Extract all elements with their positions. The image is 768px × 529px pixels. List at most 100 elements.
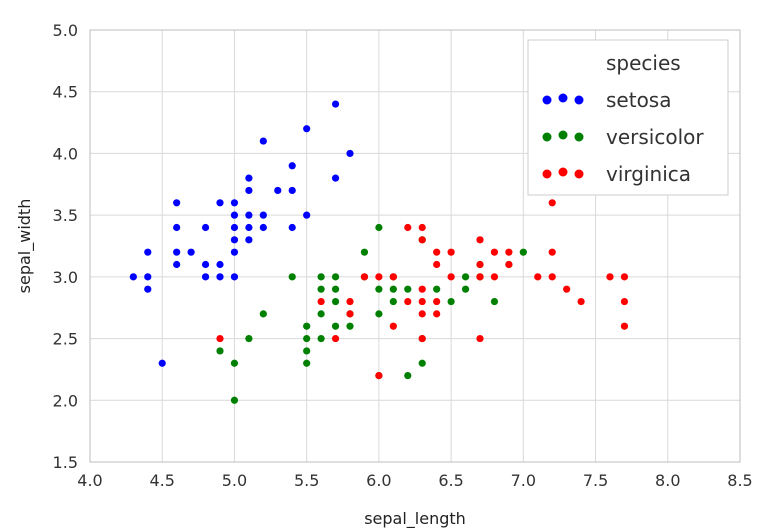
versicolor-point (447, 297, 455, 306)
versicolor-point (216, 347, 224, 355)
setosa-point (245, 236, 253, 244)
setosa-point (173, 199, 181, 207)
virginica-point (447, 273, 455, 281)
virginica-point (331, 334, 340, 343)
setosa-point (201, 223, 210, 232)
data-points (129, 100, 629, 404)
versicolor-point (303, 334, 311, 343)
setosa-point (245, 223, 253, 232)
virginica-point (620, 297, 629, 306)
versicolor-point (331, 285, 340, 293)
virginica-point (505, 248, 513, 256)
legend-marker (558, 130, 568, 140)
setosa-point (259, 211, 267, 219)
plot-area-frame (89, 29, 741, 463)
setosa-point (230, 211, 239, 219)
setosa-point (346, 149, 354, 158)
setosa-point (259, 223, 267, 232)
versicolor-point (404, 285, 412, 293)
setosa-point (129, 273, 137, 281)
setosa-point (288, 186, 296, 195)
setosa-point (216, 199, 224, 207)
setosa-point (216, 260, 224, 269)
virginica-point (404, 297, 412, 306)
x-tick-label: 4.0 (77, 471, 102, 490)
x-tick-label: 5.5 (294, 471, 319, 490)
legend-marker (574, 169, 584, 179)
versicolor-point (490, 297, 499, 306)
setosa-point (216, 273, 224, 281)
virginica-point (476, 273, 484, 281)
virginica-point (418, 334, 426, 343)
setosa-point (158, 359, 166, 367)
versicolor-point (389, 297, 397, 306)
versicolor-point (461, 285, 470, 293)
setosa-point (303, 125, 311, 133)
virginica-point (476, 260, 484, 269)
versicolor-point (433, 285, 441, 293)
versicolor-point (418, 359, 426, 367)
versicolor-point (375, 285, 383, 293)
versicolor-point (331, 273, 340, 281)
virginica-point (216, 334, 224, 343)
x-tick-label: 8.0 (655, 471, 680, 490)
virginica-point (433, 260, 441, 269)
setosa-point (173, 248, 181, 256)
versicolor-point (245, 334, 253, 343)
setosa-point (230, 223, 239, 232)
setosa-point (245, 211, 253, 219)
x-tick-label: 7.5 (583, 471, 608, 490)
setosa-point (173, 223, 181, 232)
y-tick-label: 2.0 (53, 391, 78, 410)
virginica-point (548, 248, 556, 256)
x-tick-label: 6.5 (438, 471, 463, 490)
versicolor-point (331, 322, 340, 330)
versicolor-point (404, 372, 412, 380)
setosa-point (201, 273, 210, 281)
versicolor-point (259, 310, 267, 318)
legend-item-setosa: setosa (542, 88, 671, 112)
y-tick-label: 4.5 (53, 83, 78, 102)
versicolor-point (346, 322, 354, 330)
versicolor-point (461, 273, 470, 281)
virginica-point (346, 310, 354, 318)
versicolor-point (317, 334, 325, 343)
setosa-point (144, 248, 152, 256)
legend-label: versicolor (606, 125, 704, 149)
legend-marker (574, 132, 584, 142)
virginica-point (389, 322, 397, 330)
y-tick-label: 1.5 (53, 453, 78, 472)
setosa-point (303, 211, 311, 219)
legend-title: species (606, 51, 681, 75)
versicolor-point (288, 273, 296, 281)
versicolor-point (317, 285, 325, 293)
virginica-point (606, 273, 614, 281)
virginica-point (360, 273, 369, 281)
setosa-point (230, 273, 239, 281)
setosa-point (288, 162, 296, 170)
y-tick-label: 5.0 (53, 21, 78, 40)
virginica-point (418, 297, 426, 306)
virginica-point (490, 273, 499, 281)
virginica-point (534, 273, 542, 281)
virginica-point (418, 310, 426, 318)
virginica-point (447, 248, 455, 256)
versicolor-point (317, 273, 325, 281)
virginica-point (389, 273, 397, 281)
setosa-point (144, 285, 152, 293)
versicolor-point (389, 285, 397, 293)
virginica-point (620, 322, 629, 330)
virginica-point (476, 236, 484, 244)
versicolor-point (303, 347, 311, 355)
setosa-point (288, 223, 296, 232)
setosa-point (331, 100, 340, 108)
virginica-point (548, 273, 556, 281)
legend-label: setosa (606, 88, 671, 112)
virginica-point (404, 223, 412, 232)
virginica-point (548, 199, 556, 207)
legend-item-virginica: virginica (542, 162, 691, 186)
virginica-point (577, 297, 585, 306)
x-axis-label: sepal_length (364, 509, 466, 529)
versicolor-point (375, 310, 383, 318)
